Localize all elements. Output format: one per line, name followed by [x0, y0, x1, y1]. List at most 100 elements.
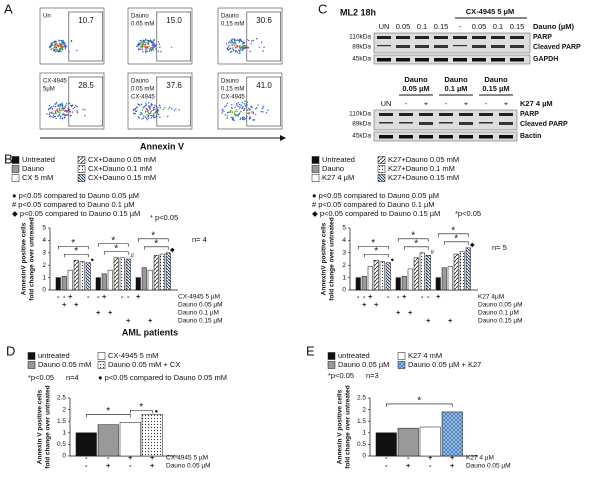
row-label: Dauno 0.05 µM: [478, 302, 523, 309]
sig-mark: *: [414, 238, 418, 249]
sig-bracket: [403, 246, 429, 250]
event-dot: [148, 45, 150, 47]
event-dot: [236, 109, 238, 111]
event-dot: [142, 43, 145, 45]
event-dot: [68, 102, 71, 104]
band: [479, 135, 493, 139]
bar: [119, 422, 141, 457]
event-dot: [256, 38, 258, 40]
legend-swatch: [397, 352, 406, 360]
band: [399, 122, 413, 124]
event-dot: [231, 38, 233, 40]
event-dot: [238, 50, 241, 52]
event-dot: [61, 45, 63, 47]
sig-bracket: [385, 403, 453, 407]
event-dot: [140, 111, 142, 114]
event-dot: [155, 110, 157, 113]
y-axis-label: Annexin V positive cells: [37, 389, 44, 464]
gate: [68, 76, 104, 127]
event-dot: [240, 49, 242, 51]
sig-mark: *: [106, 406, 110, 417]
legend-note: # p<0.05 compared to Dauno 0.1 µM: [312, 200, 435, 209]
bar: [441, 411, 463, 457]
y-axis-label: fold change over untreated: [29, 217, 36, 300]
band: [415, 45, 429, 48]
sign: -: [129, 461, 132, 470]
event-dot: [65, 114, 67, 117]
event-dot: [58, 49, 61, 52]
lane-label: -: [485, 99, 488, 108]
event-dot: [152, 49, 154, 51]
event-dot: [150, 42, 153, 44]
bar: [141, 267, 147, 291]
sign: -: [357, 292, 360, 301]
sig-symbol: ◆: [170, 247, 175, 253]
legend-note: ● p<0.05 compared to Dauno 0.05 mM: [98, 373, 227, 382]
sign: +: [62, 300, 67, 309]
event-dot: [237, 115, 239, 117]
event-dot: [145, 46, 148, 48]
event-dot: [140, 113, 143, 115]
event-dot: [251, 111, 253, 113]
sign: +: [128, 453, 133, 462]
event-dot: [254, 113, 257, 116]
event-dot: [251, 40, 253, 42]
event-dot: [135, 110, 137, 112]
event-dot: [243, 109, 245, 111]
event-dot: [140, 42, 142, 44]
event-dot: [252, 39, 254, 42]
treatment-label: K27 4 µM: [520, 99, 553, 108]
event-dot: [167, 108, 169, 110]
y-tick-label: 2.5: [357, 395, 366, 402]
event-dot: [56, 44, 58, 47]
event-dot: [232, 43, 235, 45]
event-dot: [59, 44, 61, 46]
legend-label: CX+Dauno 0.1 mM: [88, 164, 152, 173]
event-dot: [53, 105, 55, 107]
y-tick-label: 1.5: [57, 418, 66, 425]
y-tick-label: 2.5: [57, 395, 66, 402]
event-dot: [236, 104, 238, 106]
sign: -: [97, 292, 100, 301]
event-dot: [51, 108, 54, 110]
lane-label: 0.05: [396, 22, 411, 31]
event-dot: [239, 38, 242, 41]
event-dot: [241, 101, 244, 104]
lane-label: 0.1: [493, 22, 503, 31]
event-dot: [226, 117, 228, 120]
event-dot: [238, 46, 241, 48]
event-dot: [59, 47, 61, 50]
event-dot: [58, 51, 60, 53]
plot-label: Dauno: [131, 14, 149, 20]
event-dot: [150, 49, 152, 52]
event-dot: [251, 106, 254, 109]
event-dot: [62, 43, 64, 45]
event-dot: [236, 39, 238, 41]
event-dot: [54, 43, 56, 45]
band: [479, 113, 493, 116]
legend-label: Dauno 0.05 µM + K27: [408, 360, 481, 369]
event-dot: [62, 112, 65, 115]
y-axis-label: AnnexinV positive cells: [321, 222, 328, 295]
event-dot: [239, 106, 241, 108]
sig-note: * p<0.05: [150, 213, 178, 222]
event-dot: [142, 45, 144, 48]
event-dot: [55, 46, 58, 49]
band: [379, 135, 393, 139]
event-dot: [243, 103, 246, 105]
band: [415, 58, 429, 62]
event-dot: [56, 48, 58, 50]
event-dot: [64, 48, 67, 50]
event-dot: [147, 102, 150, 104]
event-dot: [148, 114, 150, 117]
group-label: Dauno: [404, 75, 428, 84]
sign: +: [448, 316, 453, 325]
lane-label: 0.15: [510, 22, 525, 31]
legend-label: Dauno 0.05 µM: [338, 360, 389, 369]
mw-marker: 45kDa: [352, 56, 371, 63]
event-dot: [136, 45, 138, 48]
row-label: Dauno 0.05 µM: [466, 463, 511, 470]
event-dot: [229, 40, 231, 43]
sig-bracket: [137, 238, 169, 242]
